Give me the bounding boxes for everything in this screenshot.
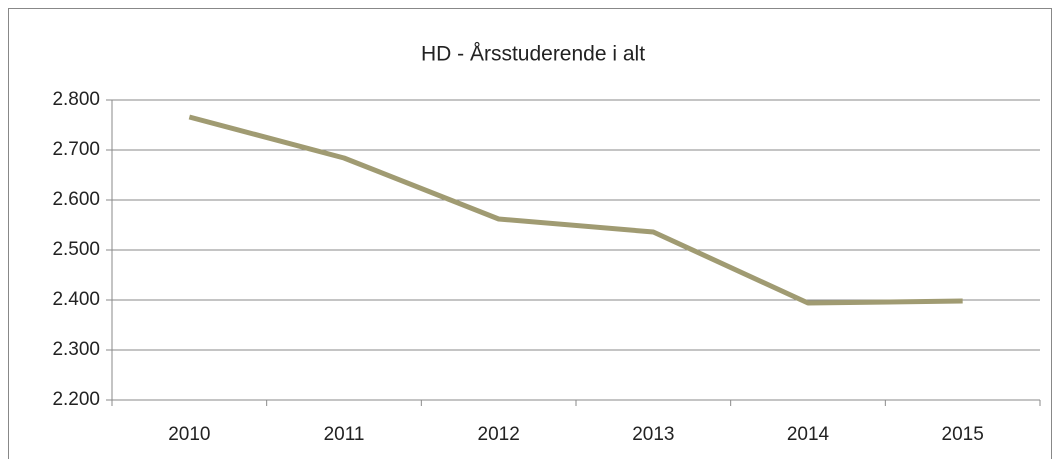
data-line (188, 114, 963, 306)
y-tick-label: 2.800 (52, 89, 100, 110)
y-tick-label: 2.400 (52, 289, 100, 310)
y-tick-label: 2.500 (52, 239, 100, 260)
y-tick-label: 2.600 (52, 189, 100, 210)
y-tick-label: 2.700 (52, 139, 100, 160)
x-tick-label: 2010 (168, 424, 210, 445)
y-tick-label: 2.300 (52, 339, 100, 360)
x-tick-label: 2012 (478, 424, 520, 445)
chart-frame (8, 8, 1052, 459)
x-tick-label: 2015 (942, 424, 984, 445)
x-tick-label: 2013 (632, 424, 674, 445)
y-tick-label: 2.200 (52, 389, 100, 410)
chart-title: HD - Årsstuderende i alt (421, 43, 645, 66)
x-tick-label: 2014 (787, 424, 830, 445)
x-tick-label: 2011 (324, 424, 365, 445)
